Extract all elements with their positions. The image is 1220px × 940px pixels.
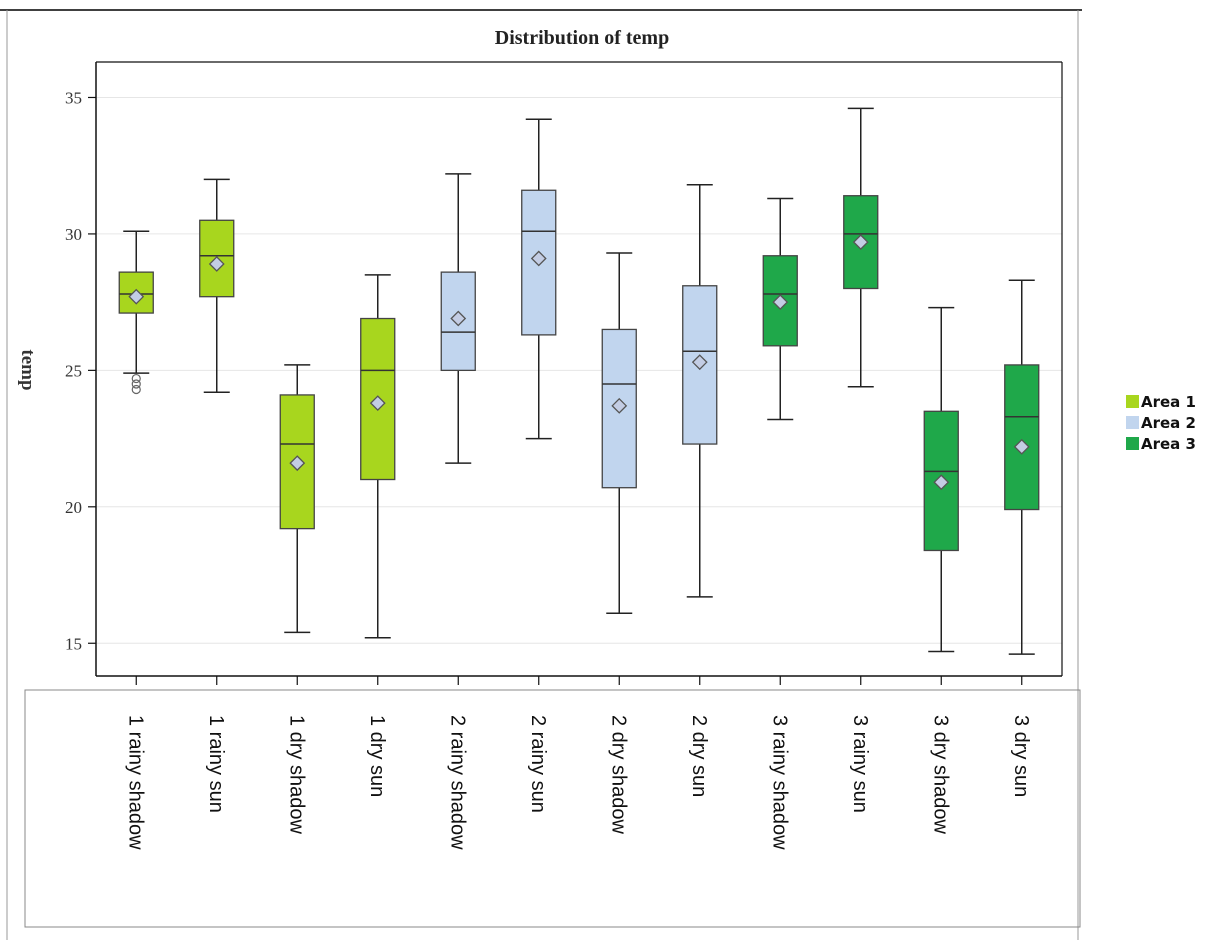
mean-marker: [772, 294, 789, 311]
outlier-point: [131, 384, 141, 395]
legend-item-3: Area 3: [1126, 435, 1196, 453]
box-2: [199, 178, 235, 393]
legend-swatch: [1126, 437, 1139, 450]
y-tick-label: 20: [65, 498, 82, 517]
mean-marker: [289, 455, 306, 472]
box-10: [843, 107, 879, 388]
iqr-box: [923, 410, 959, 552]
chart-title: Distribution of temp: [495, 27, 669, 49]
x-tick-label: 2 rainy shadow: [446, 715, 468, 850]
x-tick-label: 1 rainy sun: [205, 715, 227, 813]
mean-marker: [450, 310, 467, 327]
box-6: [521, 118, 557, 440]
box-9: [762, 197, 798, 421]
x-tick-label: 1 dry sun: [366, 715, 388, 797]
mean-marker: [208, 256, 225, 272]
y-tick-label: 30: [65, 225, 82, 244]
legend-label: Area 1: [1141, 393, 1196, 411]
legend-item-1: Area 1: [1126, 393, 1196, 411]
mean-marker: [369, 395, 386, 412]
legend-swatch: [1126, 395, 1139, 408]
box-7: [601, 252, 637, 614]
outlier-point: [131, 379, 141, 389]
gridlines: [96, 62, 1062, 676]
mean-marker: [933, 474, 950, 491]
x-tick-label: 2 dry sun: [688, 715, 710, 797]
outlier-point: [131, 373, 141, 384]
box-4: [360, 274, 396, 639]
legend-swatch: [1126, 416, 1139, 429]
box-5: [440, 173, 476, 464]
mean-marker: [530, 250, 547, 267]
mean-marker: [691, 354, 708, 371]
legend-label: Area 3: [1141, 435, 1196, 453]
axes: 15 20 25 30 35: [65, 61, 1063, 685]
mean-marker: [852, 234, 869, 251]
box-8: [682, 184, 718, 598]
box-11: [923, 306, 959, 653]
y-axis-label: temp: [17, 349, 38, 390]
iqr-box: [1004, 364, 1040, 511]
x-tick-label: 3 dry sun: [1010, 715, 1032, 797]
box-3: [279, 364, 315, 634]
legend: Area 1 Area 2 Area 3: [1126, 393, 1196, 453]
x-tick-label: 1 rainy shadow: [124, 715, 146, 850]
y-tick-label: 15: [65, 634, 82, 653]
y-tick-label: 25: [65, 361, 82, 380]
x-tick-label: 1 dry shadow: [285, 715, 307, 835]
x-axis-tick-labels: 1 rainy shadow 1 rainy sun 1 dry shadow 1 d…: [124, 715, 1032, 850]
mean-marker: [1013, 438, 1030, 455]
chart-frame: [0, 9, 1082, 940]
x-tick-label: 2 rainy sun: [527, 715, 549, 813]
box-1: [118, 230, 154, 395]
plot-background: [96, 62, 1062, 676]
x-tick-label: 3 rainy shadow: [768, 715, 790, 850]
x-label-panel: [24, 689, 1081, 928]
box-12: [1004, 279, 1040, 655]
mean-marker: [128, 288, 145, 305]
boxes: [118, 107, 1040, 655]
x-tick-label: 3 dry shadow: [929, 715, 951, 835]
y-tick-label: 35: [65, 88, 82, 107]
legend-item-2: Area 2: [1126, 414, 1196, 432]
x-tick-label: 2 dry shadow: [607, 715, 629, 835]
x-tick-label: 3 rainy sun: [849, 715, 871, 813]
mean-marker: [611, 397, 628, 414]
legend-label: Area 2: [1141, 414, 1196, 432]
